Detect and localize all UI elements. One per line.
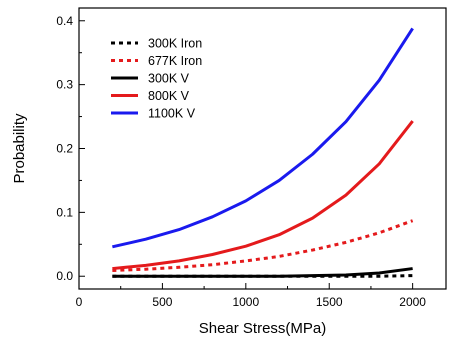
x-tick-label: 2000 bbox=[399, 295, 426, 309]
y-tick-label: 0.1 bbox=[56, 205, 73, 219]
y-tick-label: 0.4 bbox=[56, 14, 73, 28]
x-tick-label: 1000 bbox=[232, 295, 259, 309]
x-axis-label: Shear Stress(MPa) bbox=[199, 320, 327, 337]
x-tick-label: 0 bbox=[76, 295, 83, 309]
y-axis-label: Probability bbox=[11, 113, 28, 184]
legend-label: 300K V bbox=[148, 72, 190, 86]
legend: 300K Iron 677K Iron 300K V 800K V 1100K V bbox=[111, 37, 202, 121]
legend-label: 677K Iron bbox=[148, 54, 202, 68]
x-tick-label: 500 bbox=[152, 295, 172, 309]
y-tick-label: 0.3 bbox=[56, 78, 73, 92]
legend-label: 800K V bbox=[148, 89, 190, 103]
legend-label: 300K Iron bbox=[148, 37, 202, 51]
series-line-5 bbox=[112, 27, 414, 249]
series-layer bbox=[112, 27, 414, 278]
series-line-2 bbox=[112, 219, 414, 272]
legend-label: 1100K V bbox=[148, 107, 196, 121]
y-tick-label: 0.2 bbox=[56, 142, 73, 156]
y-tick-label: 0.0 bbox=[56, 269, 73, 283]
axes-layer: 0 500 1000 1500 2000 0.0 0.1 0.2 0.3 0.4 bbox=[56, 14, 426, 309]
x-tick-label: 1500 bbox=[316, 295, 343, 309]
series-line-3 bbox=[112, 267, 413, 278]
series-line-4 bbox=[112, 120, 414, 271]
